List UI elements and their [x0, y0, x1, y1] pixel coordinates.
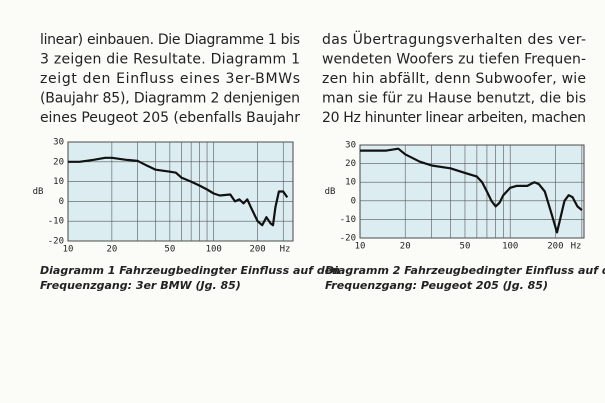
x-tick-label: 100 — [502, 242, 518, 252]
y-label: dB — [325, 187, 336, 197]
y-tick-label: 30 — [345, 141, 356, 151]
y-tick-label: -20 — [340, 234, 356, 244]
x-unit: Hz — [571, 242, 582, 252]
y-tick-label: 10 — [345, 178, 356, 188]
plot-area — [67, 141, 294, 242]
curve — [68, 156, 289, 227]
text-line: (Baujahr 85), Diagramm 2 denjenigen — [40, 91, 300, 107]
text-line: zeigt den Einfluss eines 3er-BMWs — [40, 71, 300, 87]
y-tick-label: 10 — [53, 177, 64, 187]
x-tick-label: 10 — [355, 242, 366, 252]
text-line: zen hin abfällt, denn Subwoofer, wie — [322, 71, 586, 87]
y-tick-label: 20 — [53, 157, 64, 167]
curve — [360, 147, 583, 234]
text-line: 3 zeigen die Resultate. Diagramm 1 — [40, 52, 300, 68]
y-tick-label: 30 — [53, 138, 64, 148]
plot-area — [359, 144, 585, 239]
text-line: 20 Hz hinunter linear arbeiten, machen — [322, 110, 586, 126]
y-label: dB — [33, 187, 44, 197]
y-tick-label: 0 — [351, 196, 356, 206]
text-line: wendeten Woofers zu tiefen Frequen- — [322, 52, 586, 68]
x-tick-label: 50 — [460, 242, 471, 252]
caption: Diagramm 2 Fahrzeugbedingter Einfluss au… — [325, 264, 605, 277]
text-line: linear) einbauen. Die Diagramme 1 bis — [40, 32, 300, 48]
text-line: man sie für zu Hause benutzt, die bis — [322, 91, 586, 107]
text-line: eines Peugeot 205 (ebenfalls Baujahr — [40, 110, 300, 126]
x-tick-label: 50 — [164, 245, 175, 255]
y-tick-label: 0 — [59, 197, 64, 207]
x-tick-label: 10 — [63, 245, 74, 255]
x-tick-label: 20 — [400, 242, 411, 252]
caption: Frequenzgang: Peugeot 205 (Jg. 85) — [325, 279, 548, 292]
y-tick-label: -10 — [48, 217, 64, 227]
caption: Frequenzgang: 3er BMW (Jg. 85) — [40, 279, 241, 292]
text-line: das Übertragungsverhalten des ver- — [322, 30, 586, 48]
x-tick-label: 200 — [249, 245, 265, 255]
y-tick-label: -10 — [340, 215, 356, 225]
y-tick-label: -20 — [48, 237, 64, 247]
caption: Diagramm 1 Fahrzeugbedingter Einfluss au… — [40, 264, 340, 277]
x-tick-label: 100 — [206, 245, 222, 255]
x-tick-label: 200 — [547, 242, 563, 252]
x-unit: Hz — [280, 245, 291, 255]
x-tick-label: 20 — [106, 245, 117, 255]
y-tick-label: 20 — [345, 159, 356, 169]
